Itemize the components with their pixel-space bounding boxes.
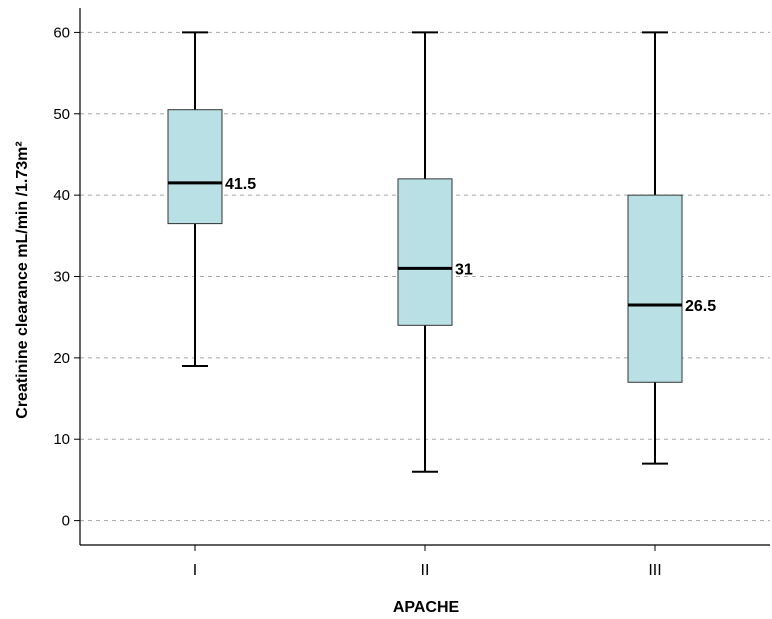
y-tick-label-10: 10	[53, 431, 70, 448]
x-axis-title: APACHE	[393, 599, 460, 616]
x-tick-label-III: III	[648, 562, 661, 579]
y-axis-title: Creatinine clearance mL/min /1.73m²	[14, 141, 31, 418]
y-tick-label-50: 50	[53, 106, 70, 123]
y-tick-label-30: 30	[53, 269, 70, 286]
x-tick-label-II: II	[421, 562, 430, 579]
boxes	[168, 32, 682, 471]
x-tick-label-I: I	[193, 562, 197, 579]
y-tick-label-60: 60	[53, 24, 70, 41]
y-tick-label-40: 40	[53, 187, 70, 204]
box-1-iqr	[168, 110, 222, 224]
y-tick-label-20: 20	[53, 350, 70, 367]
labels: 0 10 20 30 40 50 60 I 41.5 II 31 III 26.5	[53, 24, 716, 579]
box-3-median-label: 26.5	[685, 298, 716, 315]
box-2-iqr	[398, 179, 452, 325]
box-3-iqr	[628, 195, 682, 382]
y-tick-label-0: 0	[62, 513, 70, 530]
box-1-median-label: 41.5	[225, 176, 256, 193]
box-2-median-label: 31	[455, 261, 473, 278]
